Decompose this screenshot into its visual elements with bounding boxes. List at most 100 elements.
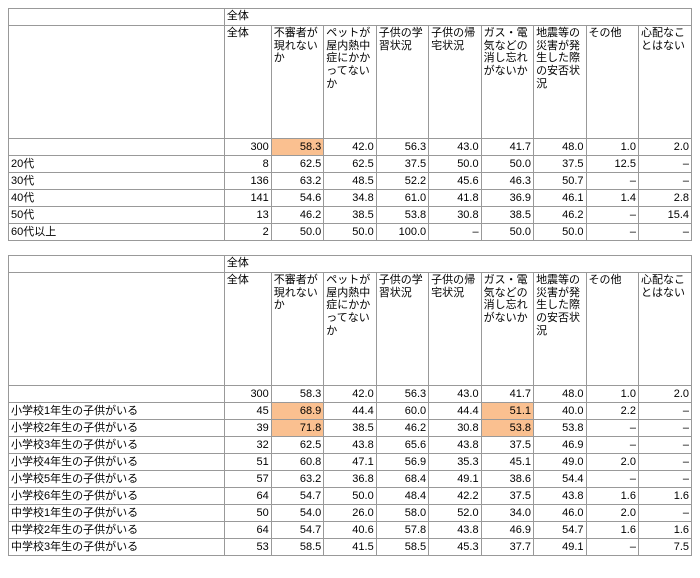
row-label: 中学校2年生の子供がいる [9,522,225,539]
cell: 38.5 [324,207,376,224]
cell-val: 62.5 [300,439,321,451]
cell-val: 63.2 [300,175,321,187]
cell-val: 38.5 [352,422,373,434]
row-label-text: 小学校4年生の子供がいる [11,456,138,468]
header-group-fill [534,256,586,273]
cell-val: 2.2 [621,405,636,417]
cell: – [638,454,691,471]
col-header-4: ガス・電気などの消し忘れがないか [481,26,533,139]
row-total-val: 64 [257,524,269,536]
cell-val: 41.8 [457,192,478,204]
cell: 52.2 [376,173,428,190]
cell-val: 42.2 [457,490,478,502]
cell-val: – [472,226,478,238]
col-header-1-label: ペットが屋内熱中症にかかってないか [326,27,370,90]
cell-val: 34.8 [352,192,373,204]
header-group-fill [586,9,638,26]
cell-val: 52.2 [405,175,426,187]
row-total-val: 32 [257,439,269,451]
cell-val: 46.2 [562,209,583,221]
row-total: 8 [224,156,271,173]
cell: 38.5 [481,207,533,224]
cell-val: 38.5 [352,209,373,221]
cell: 43.8 [429,437,481,454]
table-row: 中学校1年生の子供がいる5054.026.058.052.034.046.02.… [9,505,692,522]
cell-val: 12.5 [615,158,636,170]
cell: 63.2 [271,471,323,488]
cell: 61.0 [376,190,428,207]
table1: 全体全体不審者が現れないかペットが屋内熱中症にかかってないか子供の学習状況子供の… [8,8,692,241]
header-group-fill [481,256,533,273]
cell-val: 60.0 [405,405,426,417]
cell: 62.5 [271,437,323,454]
cell: 34.8 [324,190,376,207]
row-total-val: 141 [250,192,268,204]
cell: 54.7 [271,522,323,539]
header-group-fill [534,9,586,26]
cell-val: 71.8 [300,422,321,434]
row-total-val: 136 [250,175,268,187]
col-total-header-label: 全体 [227,274,249,286]
header-group-fill [271,9,323,26]
cell-val: – [630,473,636,485]
cell-val: 48.0 [562,388,583,400]
cell-val: 50.0 [457,158,478,170]
cell-val: 65.6 [405,439,426,451]
cell-val: – [683,158,689,170]
cell: 35.3 [429,454,481,471]
col-header-6-label: その他 [589,274,622,286]
cell-val: 36.8 [352,473,373,485]
cell-val: 60.8 [300,456,321,468]
cell: 1.6 [638,522,691,539]
table-row: 30代13663.248.552.245.646.350.7–– [9,173,692,190]
cell: – [586,471,638,488]
cell-val: – [683,456,689,468]
row-total-val: 300 [250,388,268,400]
cell: 53.8 [534,420,586,437]
col-header-3: 子供の帰宅状況 [429,273,481,386]
table-row: 中学校3年生の子供がいる5358.541.558.545.337.749.1–7… [9,539,692,556]
cell: 2.0 [586,505,638,522]
cell: 1.0 [586,139,638,156]
cell-val: 68.4 [405,473,426,485]
cell-val: 15.4 [668,209,689,221]
cell: 49.1 [429,471,481,488]
col-header-6-label: その他 [589,27,622,39]
cell-val: 2.0 [621,507,636,519]
cell: 60.8 [271,454,323,471]
row-label: 50代 [9,207,225,224]
row-total-val: 39 [257,422,269,434]
cell-val: 41.5 [352,541,373,553]
row-label: 小学校1年生の子供がいる [9,403,225,420]
cell-val: 7.5 [674,541,689,553]
cell: 2.0 [586,454,638,471]
cell-val: 46.2 [405,422,426,434]
cell: – [638,173,691,190]
cell-val: – [630,422,636,434]
cell-val: – [683,439,689,451]
col-header-1: ペットが屋内熱中症にかかってないか [324,273,376,386]
cell-val: 54.6 [300,192,321,204]
row-label-text: 小学校1年生の子供がいる [11,405,138,417]
cell: 41.8 [429,190,481,207]
cell: 2.2 [586,403,638,420]
table-row: 30058.342.056.343.041.748.01.02.0 [9,386,692,403]
row-label [9,139,225,156]
cell-val: 68.9 [300,405,321,417]
col-header-7-label: 心配なことはない [641,27,685,52]
cell: 45.1 [481,454,533,471]
cell: 43.0 [429,139,481,156]
cell-val: 50.0 [510,158,531,170]
cell-val: 30.8 [457,209,478,221]
cell: – [586,437,638,454]
row-label-text: 50代 [11,209,34,221]
col-header-3-label: 子供の帰宅状況 [431,27,475,52]
cell-val: 37.5 [562,158,583,170]
cell-val: 26.0 [352,507,373,519]
cell: 41.7 [481,386,533,403]
cell: 42.2 [429,488,481,505]
cell: 53.8 [376,207,428,224]
col-header-6: その他 [586,273,638,386]
cell-val: – [630,209,636,221]
cell-val: 46.9 [562,439,583,451]
